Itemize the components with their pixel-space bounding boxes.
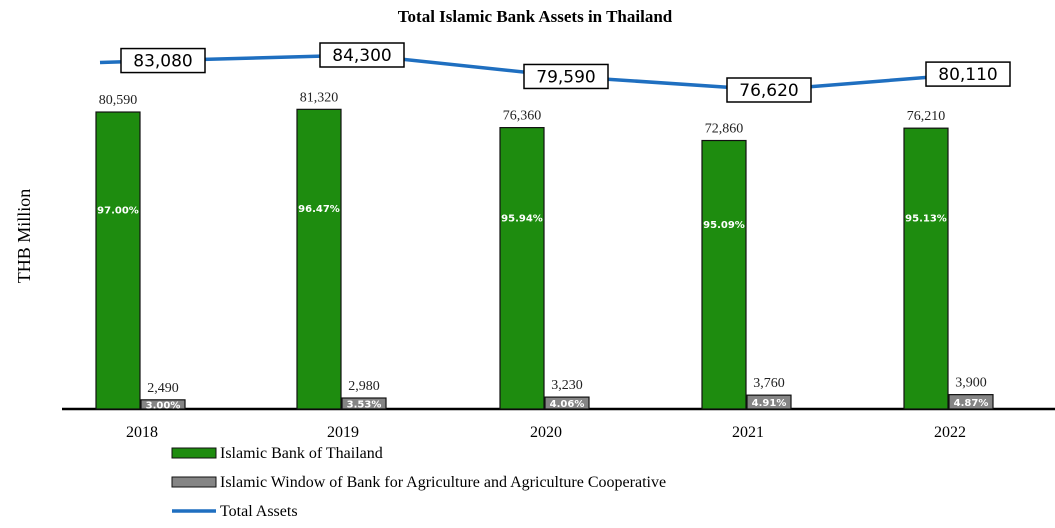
bar-islamic-bank-2022 [903, 127, 949, 410]
y-axis-label: THB Million [14, 189, 34, 284]
value-label-islamic-bank-2019: 81,320 [300, 90, 339, 105]
share-label-islamic-bank-2022: 95.13% [905, 214, 947, 225]
x-tick-labels: 2018 2019 2020 2021 2022 [126, 424, 966, 441]
value-label-islamic-window-2021: 3,760 [753, 376, 785, 391]
total-assets-box-2021 [726, 77, 812, 103]
legend-label-islamic-bank: Islamic Bank of Thailand [220, 445, 383, 462]
value-label-islamic-bank-2021: 72,860 [705, 122, 744, 137]
x-tick-label: 2018 [126, 424, 158, 441]
bar-islamic-bank-2021 [701, 139, 747, 410]
total-assets-label-2019: 84,300 [332, 46, 391, 66]
bar-islamic-bank-2018 [95, 111, 141, 410]
total-assets-label-2018: 83,080 [133, 52, 192, 72]
total-assets-box-2020 [523, 63, 609, 90]
x-tick-label: 2019 [327, 424, 359, 441]
share-label-islamic-window-2022: 4.87% [954, 398, 989, 409]
share-label-islamic-window-2019: 3.53% [347, 400, 382, 411]
x-tick-label: 2022 [934, 424, 966, 441]
bar-islamic-window-2020 [544, 396, 590, 410]
total-assets-box-2018 [120, 47, 206, 74]
value-label-islamic-window-2020: 3,230 [551, 378, 583, 393]
bar-islamic-window-2022 [948, 394, 994, 410]
share-label-islamic-window-2021: 4.91% [752, 398, 787, 409]
legend-label-total-assets: Total Assets [220, 503, 298, 520]
value-label-islamic-bank-2020: 76,360 [503, 109, 542, 124]
bar-islamic-bank-2019 [296, 108, 342, 410]
legend-swatch-islamic-window [171, 476, 217, 488]
share-label-islamic-window-2018: 3.00% [146, 400, 181, 411]
value-label-islamic-bank-2018: 80,590 [99, 93, 138, 108]
legend-swatch-islamic-bank [171, 447, 217, 459]
chart-title: Total Islamic Bank Assets in Thailand [398, 7, 673, 26]
legend-label-islamic-window: Islamic Window of Bank for Agriculture a… [220, 474, 666, 491]
total-assets-label-2022: 80,110 [938, 65, 997, 85]
share-label-islamic-bank-2020: 95.94% [501, 213, 543, 224]
total-assets-label-2021: 76,620 [739, 81, 798, 101]
share-label-islamic-bank-2021: 95.09% [703, 220, 745, 231]
x-tick-label: 2021 [732, 424, 764, 441]
value-label-islamic-window-2018: 2,490 [147, 381, 179, 396]
value-label-islamic-bank-2022: 76,210 [907, 109, 946, 124]
total-assets-label-2020: 79,590 [536, 67, 595, 87]
total-assets-box-2022 [925, 61, 1011, 87]
legend: Islamic Bank of Thailand Islamic Window o… [171, 445, 666, 520]
share-label-islamic-bank-2018: 97.00% [97, 206, 139, 217]
share-label-islamic-bank-2019: 96.47% [298, 204, 340, 215]
value-label-islamic-window-2022: 3,900 [955, 376, 987, 391]
bar-islamic-window-2021 [746, 394, 792, 410]
bars-layer: 80,590 97.00% 2,490 3.00% 81,320 96.47% 2,980 3… [95, 90, 994, 411]
value-label-islamic-window-2019: 2,980 [348, 379, 380, 394]
total-assets-box-2019 [319, 42, 405, 68]
x-tick-label: 2020 [530, 424, 562, 441]
bar-islamic-bank-2020 [499, 127, 545, 410]
bar-islamic-window-2018 [140, 399, 186, 410]
total-line-layer: 83,080 84,300 79,590 76,620 80,110 [99, 42, 1011, 103]
share-label-islamic-window-2020: 4.06% [550, 399, 585, 410]
bar-islamic-window-2019 [341, 397, 387, 410]
